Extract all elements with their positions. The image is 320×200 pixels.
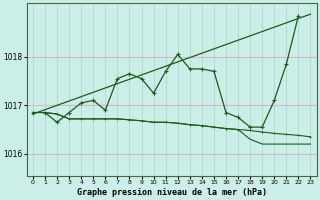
X-axis label: Graphe pression niveau de la mer (hPa): Graphe pression niveau de la mer (hPa) bbox=[77, 188, 267, 197]
